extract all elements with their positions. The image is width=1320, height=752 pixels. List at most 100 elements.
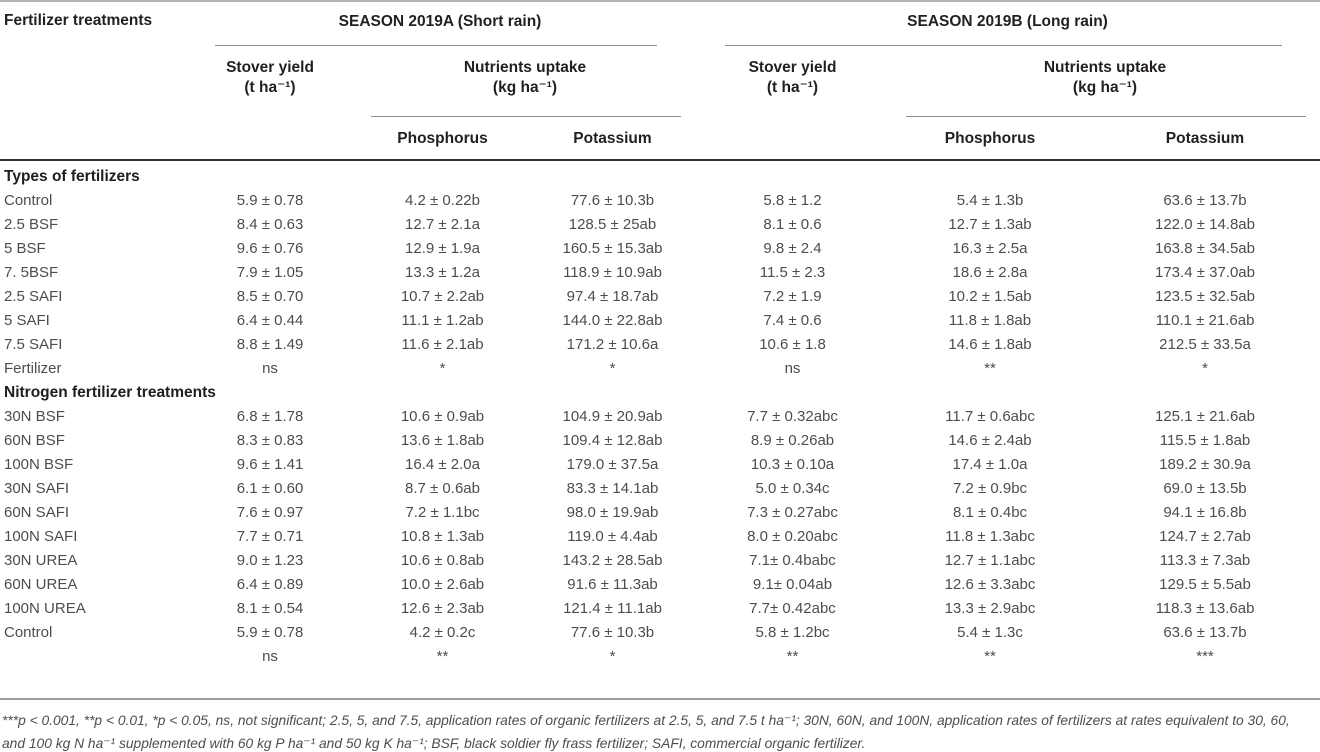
value-cell: 5.0 ± 0.34c [755, 480, 830, 497]
value-cell: 13.3 ± 1.2a [405, 264, 480, 281]
value-cell: 160.5 ± 15.3ab [562, 240, 663, 257]
stover-unit: (t ha⁻¹) [766, 79, 819, 96]
value-cell: 8.9 ± 0.26ab [750, 432, 835, 449]
value-cell: 7.7± 0.42abc [749, 600, 836, 617]
table-row: 7.5 SAFI 8.8 ± 1.49 11.6 ± 2.1ab 171.2 ± 10… [0, 333, 1320, 357]
value-cell: 7.9 ± 1.05 [236, 264, 304, 281]
value-cell: 5.9 ± 0.78 [236, 192, 304, 209]
footnote: ***p < 0.001, **p < 0.01, *p < 0.05, ns,… [0, 700, 1320, 752]
value-cell: 7.7 ± 0.32abc [747, 408, 838, 425]
value-cell: * [609, 360, 616, 377]
value-cell: 8.8 ± 1.49 [236, 336, 304, 353]
value-cell: 12.6 ± 2.3ab [400, 600, 485, 617]
value-cell: 77.6 ± 10.3b [570, 192, 655, 209]
value-cell: 118.3 ± 13.6ab [1155, 600, 1255, 617]
value-cell: 115.5 ± 1.8ab [1159, 432, 1251, 449]
value-cell: ** [984, 360, 996, 377]
fertilizer-table: Fertilizer treatments SEASON 2019A (Shor… [0, 0, 1320, 669]
value-cell: 7.2 ± 1.1bc [405, 504, 480, 521]
row-label: 60N SAFI [4, 504, 70, 521]
table-body: Types of fertilizers Control 5.9 ± 0.78 4.2… [0, 161, 1320, 669]
value-cell: 7.2 ± 0.9bc [952, 480, 1028, 497]
season-header-row: Fertilizer treatments SEASON 2019A (Shor… [0, 2, 1320, 46]
value-cell: 10.6 ± 1.8 [759, 336, 826, 353]
stover-unit: (t ha⁻¹) [244, 79, 296, 96]
season-a-nutrients-header: Nutrients uptake (kg ha⁻¹) [355, 46, 695, 117]
value-cell: * [439, 360, 446, 377]
value-cell: 16.3 ± 2.5a [952, 240, 1028, 257]
value-cell: 7.4 ± 0.6 [763, 312, 822, 329]
value-cell: 11.8 ± 1.8ab [948, 312, 1032, 329]
value-cell: 97.4 ± 18.7ab [566, 288, 659, 305]
row-label: 30N SAFI [4, 480, 70, 497]
value-cell: 7.3 ± 0.27abc [747, 504, 838, 521]
value-cell: 10.6 ± 0.9ab [400, 408, 485, 425]
nutrients-label: Nutrients uptake [463, 59, 587, 76]
stover-label: Stover yield [226, 59, 314, 76]
table-row: ns ** * ** ** *** [0, 645, 1320, 669]
value-cell: 212.5 ± 33.5a [1159, 336, 1251, 353]
row-label: Fertilizer [4, 360, 62, 377]
value-cell: 118.9 ± 10.9ab [563, 264, 662, 281]
value-cell: 98.0 ± 19.9ab [566, 504, 659, 521]
table-row: 100N BSF 9.6 ± 1.41 16.4 ± 2.0a 179.0 ± 37.… [0, 453, 1320, 477]
table-row: 100N SAFI 7.7 ± 0.71 10.8 ± 1.3ab 119.0 ± 4… [0, 525, 1320, 549]
value-cell: 13.6 ± 1.8ab [400, 432, 485, 449]
season-b-nutrients-header: Nutrients uptake (kg ha⁻¹) [890, 46, 1320, 117]
value-cell: 10.2 ± 1.5ab [948, 288, 1032, 305]
nutrients-label: Nutrients uptake [1043, 59, 1167, 76]
footnote-text: ***p < 0.001, **p < 0.01, *p < 0.05, ns,… [2, 713, 1290, 751]
value-cell: * [1202, 360, 1208, 377]
table-row: 30N UREA 9.0 ± 1.23 10.6 ± 0.8ab 143.2 ± 28… [0, 549, 1320, 573]
value-cell: 11.5 ± 2.3 [759, 264, 826, 281]
value-cell: 7.1± 0.4babc [749, 552, 836, 569]
value-cell: 4.2 ± 0.2c [409, 624, 476, 641]
table-row: Control 5.9 ± 0.78 4.2 ± 0.22b 77.6 ± 10.3b… [0, 189, 1320, 213]
value-cell: ns [784, 360, 801, 377]
value-cell: 119.0 ± 4.4ab [567, 528, 658, 545]
value-cell: 11.7 ± 0.6abc [945, 408, 1035, 425]
value-cell: 9.6 ± 0.76 [236, 240, 304, 257]
value-cell: 7.6 ± 0.97 [236, 504, 304, 521]
value-cell: 7.7 ± 0.71 [236, 528, 304, 545]
row-label: 5 SAFI [4, 312, 50, 329]
stover-label: Stover yield [748, 59, 837, 76]
value-cell: 6.1 ± 0.60 [236, 480, 304, 497]
value-cell: 122.0 ± 14.8ab [1155, 216, 1255, 233]
value-cell: 9.6 ± 1.41 [236, 456, 304, 473]
row-label: 2.5 SAFI [4, 288, 63, 305]
value-cell: 9.1± 0.04ab [752, 576, 833, 593]
value-cell: 10.0 ± 2.6ab [400, 576, 485, 593]
row-label: 100N SAFI [4, 528, 78, 545]
value-cell: 5.8 ± 1.2 [763, 192, 822, 209]
nutrient-columns-row: Phosphorus Potassium Phosphorus Potassiu… [0, 117, 1320, 161]
value-cell: 13.3 ± 2.9abc [944, 600, 1036, 617]
value-cell: 129.5 ± 5.5ab [1159, 576, 1251, 593]
value-cell: 8.3 ± 0.83 [236, 432, 304, 449]
value-cell: 14.6 ± 1.8ab [948, 336, 1032, 353]
value-cell: 121.4 ± 11.1ab [563, 600, 662, 617]
value-cell: 8.4 ± 0.63 [236, 216, 304, 233]
table-row: Fertilizer ns * * ns ** * [0, 357, 1320, 381]
row-label: 7. 5BSF [4, 264, 59, 281]
value-cell: 171.2 ± 10.6a [566, 336, 659, 353]
section-title: Nitrogen fertilizer treatments [4, 384, 216, 401]
section-title-row: Nitrogen fertilizer treatments [0, 381, 1320, 405]
measure-header-row: Stover yield (t ha⁻¹) Nutrients uptake (… [0, 46, 1320, 117]
value-cell: 9.0 ± 1.23 [236, 552, 304, 569]
value-cell: 10.7 ± 2.2ab [400, 288, 485, 305]
value-cell: 91.6 ± 11.3ab [567, 576, 658, 593]
value-cell: ** [984, 648, 996, 665]
season-a-header: SEASON 2019A (Short rain) [185, 2, 695, 46]
value-cell: 144.0 ± 22.8ab [562, 312, 663, 329]
value-cell: 124.7 ± 2.7ab [1159, 528, 1251, 545]
value-cell: 8.1 ± 0.6 [763, 216, 822, 233]
row-label: 60N BSF [4, 432, 65, 449]
value-cell: 9.8 ± 2.4 [763, 240, 822, 257]
value-cell: 16.4 ± 2.0a [405, 456, 480, 473]
value-cell: 63.6 ± 13.7b [1163, 624, 1247, 641]
value-cell: 109.4 ± 12.8ab [562, 432, 663, 449]
value-cell: 4.2 ± 0.22b [405, 192, 480, 209]
value-cell: 11.1 ± 1.2ab [401, 312, 484, 329]
